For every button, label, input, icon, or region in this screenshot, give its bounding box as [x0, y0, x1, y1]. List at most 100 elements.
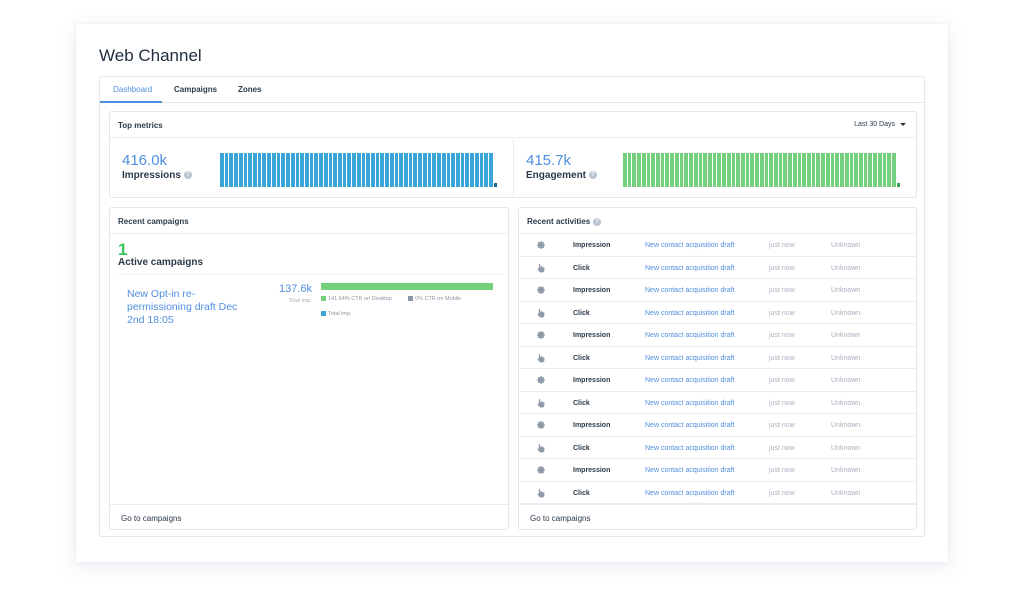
activity-location: Unknown — [831, 489, 861, 497]
engagement-bar — [745, 153, 750, 187]
recent-campaigns-header: Recent campaigns — [110, 208, 508, 234]
activity-campaign-link[interactable]: New contact acquisition draft — [645, 467, 735, 474]
campaign-total-label: Total imp. — [288, 298, 312, 304]
active-campaigns-label: Active campaigns — [118, 257, 204, 268]
engagement-bar — [792, 153, 797, 187]
recent-activities-card: Recent activities? Impression New contac… — [518, 207, 918, 530]
impressions-bar — [352, 153, 356, 187]
engagement-bar — [689, 153, 693, 187]
period-dropdown-label: Last 30 Days — [854, 121, 895, 128]
engagement-bar — [868, 153, 873, 187]
engagement-bar — [825, 153, 830, 187]
activity-type: Click — [573, 264, 590, 272]
engagement-bar — [877, 153, 882, 187]
activity-time: just now — [769, 332, 795, 339]
activity-location: Unknown — [831, 422, 861, 429]
activity-location: Unknown — [831, 332, 861, 339]
engagement-bar — [788, 153, 792, 187]
help-icon[interactable]: ? — [589, 171, 598, 180]
engagement-bar — [797, 153, 802, 187]
impressions-bar — [342, 153, 347, 187]
activity-campaign-link[interactable]: New contact acquisition draft — [645, 287, 735, 294]
go-to-campaigns-link[interactable]: Go to campaigns — [530, 514, 591, 523]
activity-campaign-link[interactable]: New contact acquisition draft — [645, 377, 735, 384]
activity-campaign-link[interactable]: New contact acquisition draft — [645, 332, 735, 339]
legend-desktop-text: 141.64% CTR on Desktop — [328, 296, 392, 302]
period-dropdown[interactable]: Last 30 Days — [854, 121, 906, 128]
impressions-bar — [304, 153, 309, 187]
activity-time: just now — [769, 399, 795, 407]
activity-campaign-link[interactable]: New contact acquisition draft — [645, 489, 735, 497]
engagement-bar — [731, 153, 736, 187]
impressions-bar — [238, 153, 243, 187]
impressions-bar — [488, 153, 493, 187]
activity-campaign-link[interactable]: New contact acquisition draft — [645, 399, 735, 407]
engagement-bar — [891, 153, 896, 187]
engagement-bar — [887, 153, 891, 187]
impressions-value: 416.0k — [122, 152, 168, 169]
engagement-bar — [736, 153, 740, 187]
activity-campaign-link[interactable]: New contact acquisition draft — [645, 264, 735, 272]
engagement-bar — [840, 153, 844, 187]
engagement-bar — [755, 153, 759, 187]
footer-divider — [519, 504, 918, 505]
impressions-bar — [262, 153, 267, 187]
activity-type: Impression — [573, 332, 611, 339]
impressions-bar — [281, 153, 286, 187]
engagement-bar — [835, 153, 840, 187]
impressions-bar — [371, 153, 375, 187]
recent-campaigns-card: Recent campaigns 1 Active campaigns New … — [109, 207, 510, 530]
engagement-bar — [858, 153, 863, 187]
impressions-bar — [399, 153, 404, 187]
engagement-label-text: Engagement — [526, 170, 587, 181]
help-icon[interactable]: ? — [593, 217, 602, 226]
impressions-bar — [418, 153, 422, 187]
activity-campaign-link[interactable]: New contact acquisition draft — [645, 309, 735, 317]
go-to-campaigns-link[interactable]: Go to campaigns — [121, 514, 182, 523]
activity-location: Unknown — [831, 264, 861, 272]
tab-campaigns[interactable]: Campaigns — [174, 85, 218, 94]
hand-pointer-icon — [536, 398, 546, 408]
activity-campaign-link[interactable]: New contact acquisition draft — [645, 422, 735, 429]
impressions-bar — [253, 153, 257, 187]
engagement-bar — [863, 153, 868, 187]
activity-row: Click New contact acquisition draft just… — [519, 482, 916, 504]
impressions-bar — [366, 153, 370, 187]
impressions-bar — [385, 153, 389, 187]
legend-total-text: Total imp. — [328, 311, 352, 317]
activity-campaign-link[interactable]: New contact acquisition draft — [645, 354, 735, 362]
campaign-name-link[interactable]: New Opt-in re-permissioning draft Dec 2n… — [127, 288, 238, 326]
legend-desktop: 141.64% CTR on Desktop — [321, 296, 392, 302]
engagement-bar — [821, 153, 825, 187]
activity-type: Impression — [573, 467, 611, 474]
hand-pointer-icon — [536, 263, 546, 273]
activity-row: Impression New contact acquisition draft… — [519, 234, 916, 257]
engagement-bar — [882, 153, 887, 187]
impressions-bar — [290, 153, 295, 187]
engagement-bar — [660, 153, 665, 187]
campaign-progress-fill — [321, 283, 493, 290]
activity-campaign-link[interactable]: New contact acquisition draft — [645, 444, 735, 452]
activity-location: Unknown — [831, 444, 861, 452]
engagement-bar — [703, 153, 707, 187]
engagement-bar — [627, 153, 632, 187]
engagement-bar — [764, 153, 769, 187]
gear-icon — [536, 240, 546, 250]
activity-location: Unknown — [831, 242, 861, 249]
hand-pointer-icon — [536, 488, 546, 498]
gear-icon — [536, 330, 546, 340]
impressions-bar — [295, 153, 300, 187]
activity-campaign-link[interactable]: New contact acquisition draft — [645, 242, 735, 249]
activity-type: Click — [573, 444, 590, 452]
impressions-bar — [356, 153, 361, 187]
impressions-bar — [328, 153, 333, 187]
activity-time: just now — [769, 309, 795, 317]
engagement-bar-chart — [623, 153, 901, 187]
engagement-bar — [674, 153, 679, 187]
engagement-bar — [750, 153, 755, 187]
tab-dashboard[interactable]: Dashboard — [113, 85, 153, 94]
help-icon[interactable]: ? — [183, 171, 192, 180]
engagement-bar — [774, 153, 778, 187]
tab-zones[interactable]: Zones — [238, 85, 262, 94]
activity-type: Impression — [573, 377, 611, 384]
